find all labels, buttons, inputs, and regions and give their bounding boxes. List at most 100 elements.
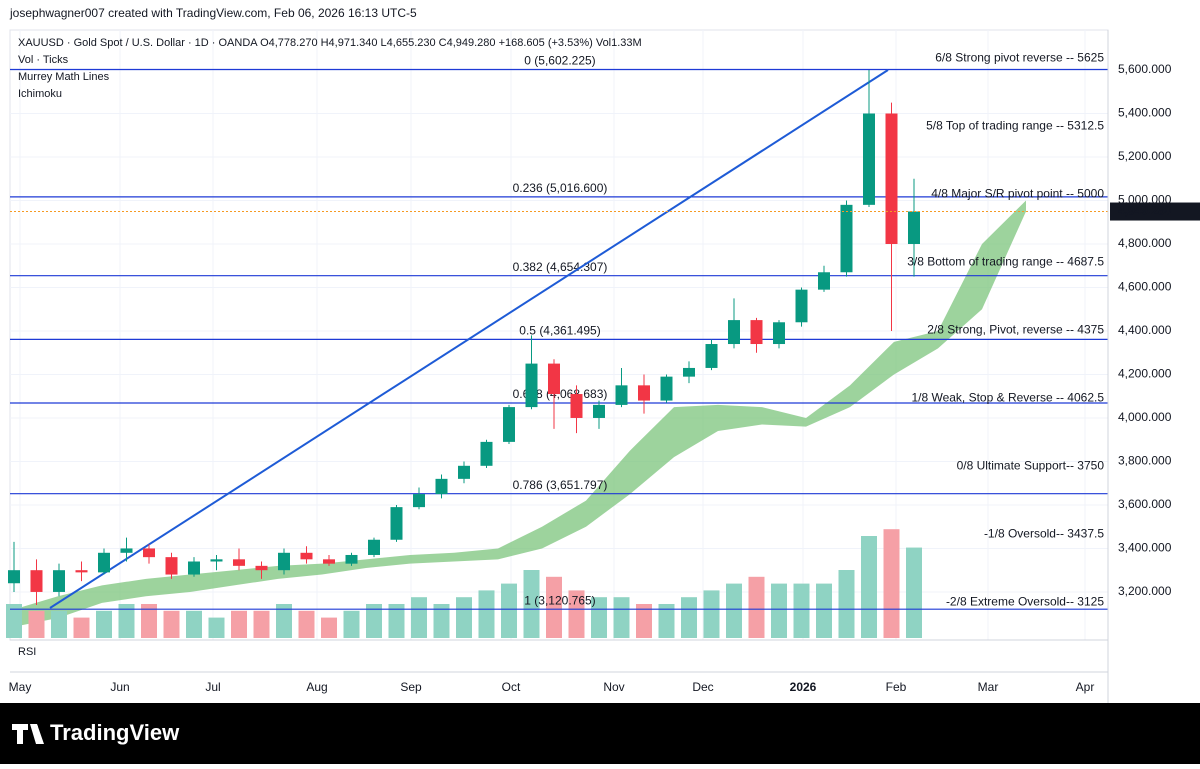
last-price-box	[1110, 202, 1200, 221]
y-tick-label: 5,200.000	[1118, 149, 1172, 163]
volume-bar	[73, 617, 90, 638]
volume-bar	[231, 610, 247, 638]
y-tick-label: 4,200.000	[1118, 367, 1172, 381]
candle-body	[75, 570, 88, 573]
murrey-label: 6/8 Strong pivot reverse -- 5625	[935, 51, 1104, 65]
volume-bar	[186, 610, 202, 638]
volume-bar	[523, 570, 540, 638]
candle-body	[435, 478, 448, 495]
volume-bar	[118, 604, 135, 638]
candle-body	[885, 113, 898, 244]
volume-bar	[163, 610, 180, 638]
candle-body	[458, 465, 470, 479]
volume-bar	[613, 597, 630, 638]
murrey-label: 3/8 Bottom of trading range -- 4687.5	[907, 255, 1104, 269]
y-tick-label: 4,400.000	[1118, 323, 1172, 337]
volume-bar	[861, 536, 877, 638]
candle-body	[8, 570, 20, 584]
grid	[10, 30, 1108, 640]
last-price-label: 4,949.280	[1118, 204, 1172, 218]
legend-symbol: XAUUSD · Gold Spot / U.S. Dollar · 1D · …	[18, 37, 642, 49]
volume-bar	[591, 597, 607, 638]
y-tick-label: 5,400.000	[1118, 106, 1172, 120]
volume-bar	[366, 604, 382, 638]
volume-bar	[501, 583, 517, 638]
y-tick-label: 4,000.000	[1118, 410, 1172, 424]
volume-bar	[51, 610, 67, 638]
y-tick-label: 3,400.000	[1118, 541, 1172, 555]
volume-bar	[388, 604, 405, 638]
volume-bar	[793, 583, 810, 638]
volume-bar	[276, 604, 292, 638]
brand: TradingView	[50, 720, 180, 745]
x-tick-label: Aug	[306, 680, 327, 694]
candle-body	[368, 539, 380, 555]
candle-body	[818, 272, 830, 290]
logo-dot	[32, 724, 38, 730]
fib-label: 1 (3,120.765)	[524, 593, 595, 607]
x-tick-label: Nov	[603, 680, 624, 694]
ichimoku-cloud	[14, 200, 1026, 627]
murrey-label: 2/8 Strong, Pivot, reverse -- 4375	[927, 323, 1104, 337]
candle-body	[773, 322, 785, 345]
candle-body	[615, 385, 628, 405]
murrey-label: 0/8 Ultimate Support-- 3750	[957, 459, 1105, 473]
candle-body	[345, 554, 358, 564]
volume-bar	[838, 570, 855, 638]
candle-body	[413, 494, 425, 508]
volume-bar	[546, 576, 562, 638]
murrey-label: 1/8 Weak, Stop & Reverse -- 4062.5	[911, 391, 1104, 405]
credit: josephwagner007 created with TradingView…	[9, 6, 417, 20]
volume-bar	[568, 590, 585, 638]
volume-bar	[816, 583, 832, 638]
volume-bar	[411, 597, 427, 638]
candle-body	[660, 376, 673, 401]
legend-line: Murrey Math Lines	[18, 71, 110, 83]
x-tick-label: Apr	[1076, 680, 1095, 694]
candle-body	[210, 559, 223, 562]
y-tick-label: 5,600.000	[1118, 62, 1172, 76]
x-tick-label: Jul	[205, 680, 220, 694]
x-tick-label: May	[9, 680, 32, 694]
murrey-label: -2/8 Extreme Oversold-- 3125	[946, 594, 1104, 608]
volume-bar	[96, 610, 112, 638]
volume-bar	[141, 604, 157, 638]
candle-body	[480, 441, 493, 466]
murrey-label: -1/8 Oversold-- 3437.5	[984, 526, 1104, 540]
volume-bar	[456, 597, 472, 638]
candle-body	[728, 320, 740, 345]
volume-bar	[726, 583, 742, 638]
volume-bar	[208, 617, 225, 638]
candle-body	[840, 204, 853, 273]
candle-body	[278, 552, 290, 571]
y-tick-label: 4,600.000	[1118, 280, 1172, 294]
candle-body	[593, 404, 605, 418]
candle-body	[120, 548, 133, 553]
volume-bar	[883, 529, 900, 638]
candle-body	[300, 552, 313, 560]
candle-body	[188, 561, 200, 575]
volume-bar	[433, 604, 450, 638]
volume-bar	[703, 590, 720, 638]
fib-label: 0.786 (3,651.797)	[513, 478, 608, 492]
candle-body	[908, 211, 920, 244]
murrey-label: 4/8 Major S/R pivot point -- 5000	[931, 187, 1104, 201]
volume-bar	[298, 610, 315, 638]
y-tick-label: 4,800.000	[1118, 236, 1172, 250]
x-tick-label: Feb	[886, 680, 907, 694]
x-tick-label: Mar	[978, 680, 999, 694]
volume-bar	[253, 610, 270, 638]
y-tick-label: 3,200.000	[1118, 584, 1172, 598]
x-tick-label: Jun	[110, 680, 129, 694]
candle-body	[750, 320, 763, 345]
volume-bar	[343, 610, 360, 638]
candle-body	[255, 565, 268, 571]
rsi-label: RSI	[18, 646, 36, 658]
x-tick-label: 2026	[790, 680, 817, 694]
x-tick-label: Oct	[502, 680, 521, 694]
y-tick-label: 3,600.000	[1118, 497, 1172, 511]
candle-body	[638, 385, 650, 401]
volume-bar	[771, 583, 787, 638]
fib-label: 0.382 (4,654.307)	[513, 260, 608, 274]
volume-bar	[906, 547, 922, 638]
